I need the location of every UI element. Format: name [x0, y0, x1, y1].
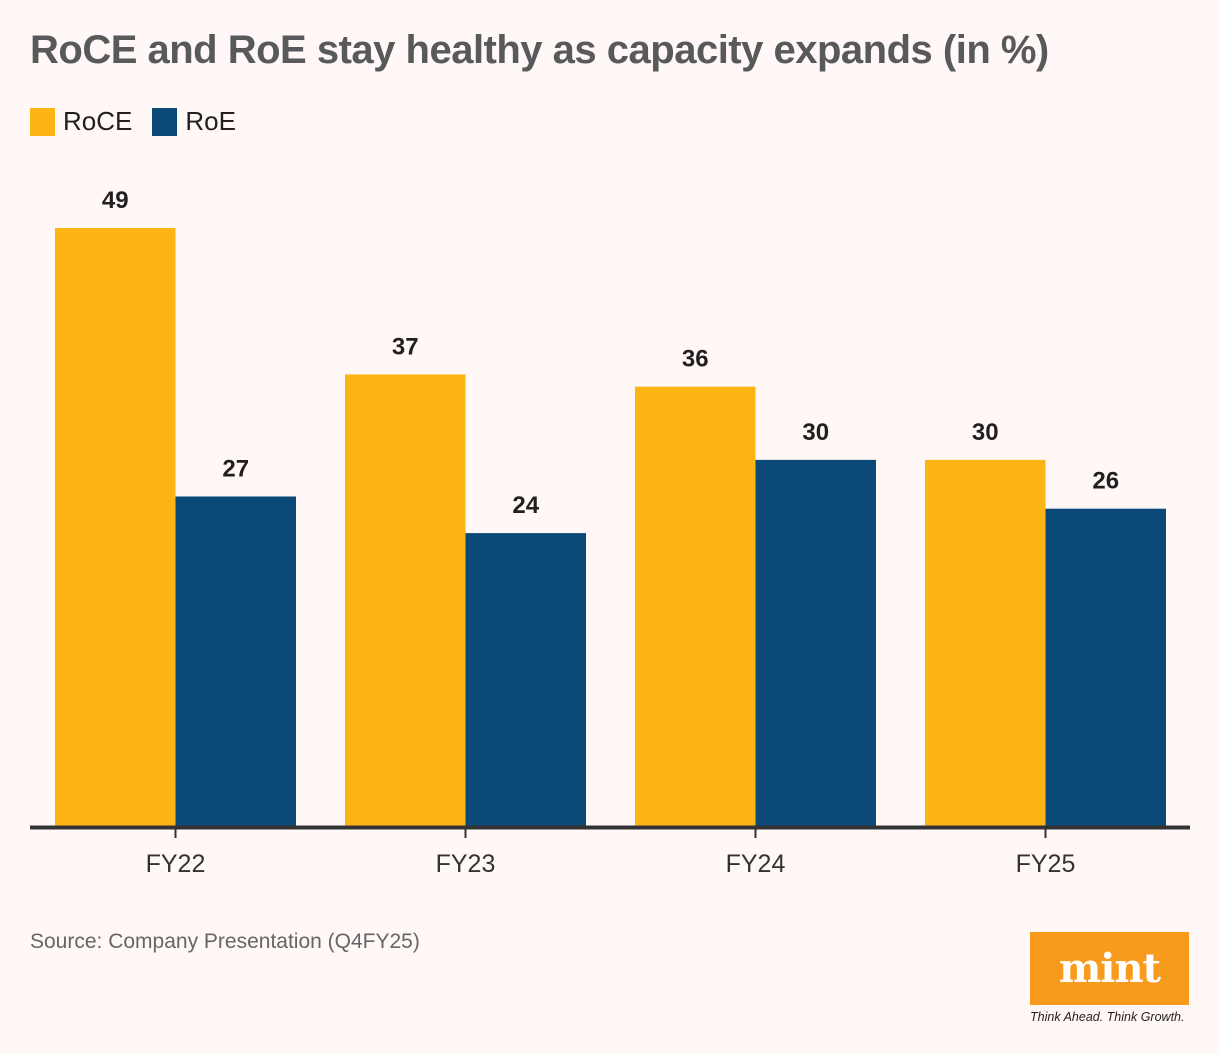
x-tick-label-fy23: FY23 — [436, 850, 496, 878]
legend-swatch-roce — [30, 107, 55, 136]
bar-roe-fy22 — [175, 496, 296, 826]
x-tick-label-fy24: FY24 — [726, 850, 786, 878]
bar-roe-fy24 — [755, 459, 876, 826]
legend-label-roce: RoCE — [63, 106, 133, 136]
data-label-roe-fy24: 30 — [802, 419, 829, 446]
data-label-roce-fy23: 37 — [392, 333, 419, 360]
tagline: Think Ahead. Think Growth. — [1030, 1010, 1185, 1024]
legend-swatch-roe — [152, 107, 178, 136]
mint-logo: mint — [1030, 932, 1189, 1005]
bar-roce-fy24 — [635, 386, 756, 826]
legend: RoCE RoE — [30, 106, 256, 137]
bar-roce-fy25 — [925, 459, 1046, 826]
data-label-roce-fy25: 30 — [972, 419, 999, 446]
data-label-roce-fy22: 49 — [102, 187, 129, 214]
bar-chart: 49 27 FY22 37 24 FY23 36 30 FY24 30 26 FY25 — [30, 187, 1190, 878]
bar-roe-fy23 — [465, 533, 586, 826]
legend-item-roe: RoE — [152, 106, 236, 137]
chart-title: RoCE and RoE stay healthy as capacity ex… — [30, 28, 1049, 72]
x-tick-label-fy22: FY22 — [146, 850, 206, 878]
bar-roce-fy23 — [345, 374, 466, 826]
legend-label-roe: RoE — [185, 106, 236, 136]
data-label-roe-fy25: 26 — [1092, 468, 1119, 495]
source-note: Source: Company Presentation (Q4FY25) — [30, 930, 420, 953]
x-tick-label-fy25: FY25 — [1016, 850, 1076, 878]
bar-roce-fy22 — [55, 228, 176, 826]
bar-roe-fy25 — [1045, 508, 1166, 826]
data-label-roe-fy22: 27 — [222, 455, 249, 482]
legend-item-roce: RoCE — [30, 106, 132, 137]
data-label-roe-fy23: 24 — [512, 492, 539, 519]
logo-text: mint — [1058, 945, 1161, 992]
data-label-roce-fy24: 36 — [682, 346, 709, 373]
